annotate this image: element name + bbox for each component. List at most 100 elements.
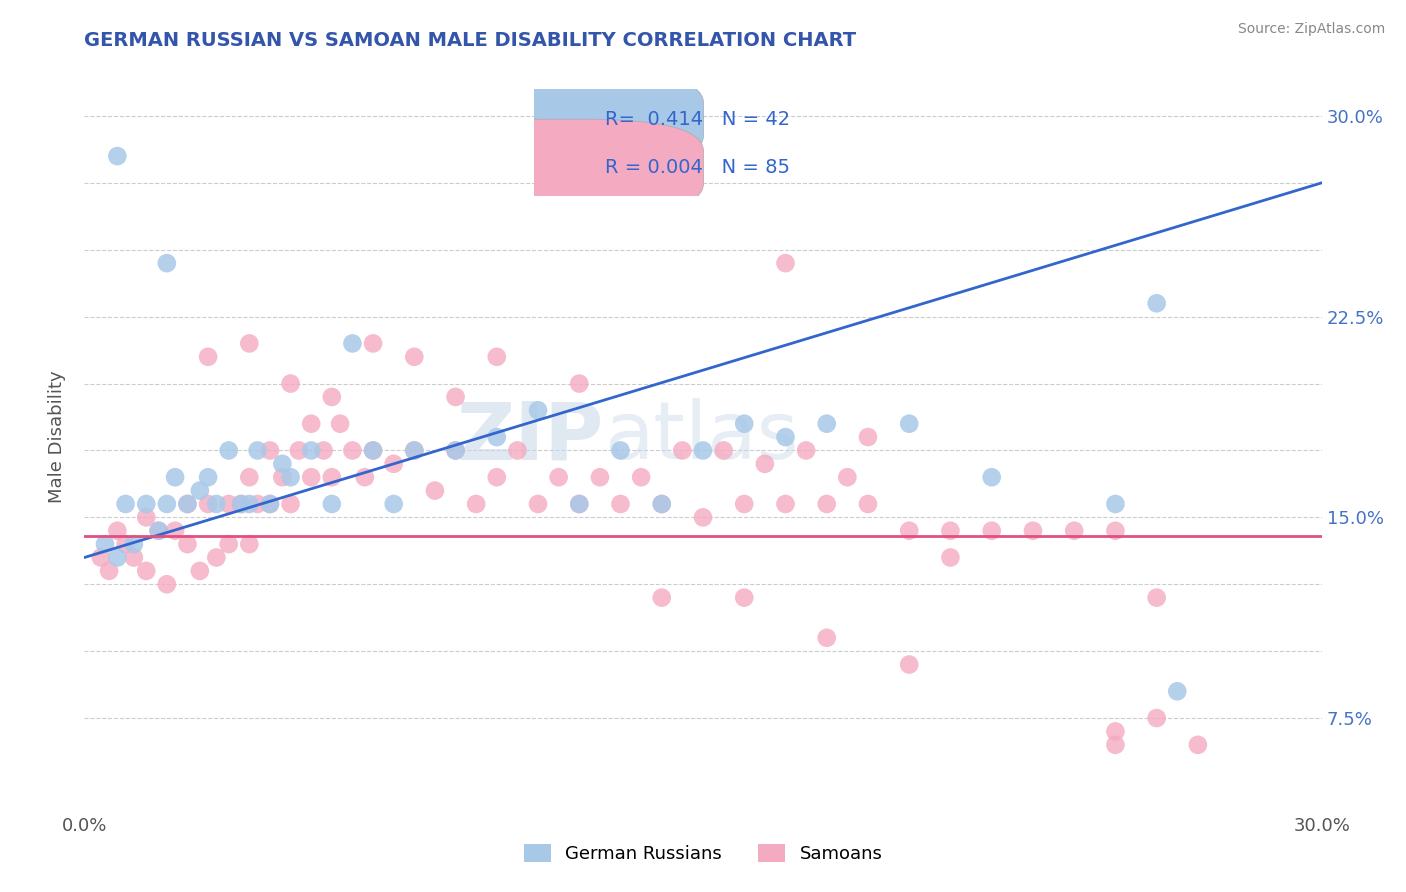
Point	[246, 497, 269, 511]
Point	[444, 443, 467, 458]
Point	[238, 537, 260, 551]
Point	[329, 417, 352, 431]
Point	[218, 443, 240, 458]
Point	[229, 497, 252, 511]
Point	[246, 443, 269, 458]
Point	[259, 497, 281, 511]
Point	[288, 443, 311, 458]
Point	[299, 443, 322, 458]
Point	[404, 350, 426, 364]
Text: ZIP: ZIP	[457, 398, 605, 476]
Point	[165, 470, 187, 484]
Point	[382, 457, 405, 471]
Point	[205, 550, 228, 565]
Point	[312, 443, 335, 458]
Point	[1104, 524, 1126, 538]
Point	[176, 537, 198, 551]
Point	[342, 336, 364, 351]
Point	[815, 417, 838, 431]
Legend: German Russians, Samoans: German Russians, Samoans	[516, 837, 890, 870]
Point	[205, 497, 228, 511]
Point	[775, 497, 797, 511]
Point	[321, 470, 343, 484]
Point	[733, 591, 755, 605]
Point	[837, 470, 859, 484]
Point	[218, 537, 240, 551]
Point	[465, 497, 488, 511]
Point	[156, 577, 179, 591]
Point	[404, 443, 426, 458]
Point	[692, 443, 714, 458]
Point	[547, 470, 569, 484]
FancyBboxPatch shape	[427, 120, 703, 216]
Point	[135, 497, 157, 511]
Point	[444, 390, 467, 404]
Point	[342, 443, 364, 458]
Point	[238, 497, 260, 511]
Point	[651, 497, 673, 511]
Point	[321, 390, 343, 404]
Point	[815, 497, 838, 511]
Point	[1187, 738, 1209, 752]
Point	[609, 497, 631, 511]
Point	[794, 443, 817, 458]
Point	[589, 470, 612, 484]
Point	[485, 350, 508, 364]
Point	[114, 537, 136, 551]
Point	[122, 550, 145, 565]
Point	[754, 457, 776, 471]
Point	[259, 443, 281, 458]
Point	[856, 497, 879, 511]
Point	[188, 564, 211, 578]
Point	[271, 470, 294, 484]
Point	[361, 443, 384, 458]
Point	[156, 256, 179, 270]
Point	[156, 497, 179, 511]
Point	[218, 497, 240, 511]
Text: R = 0.004   N = 85: R = 0.004 N = 85	[605, 158, 790, 177]
Point	[280, 497, 302, 511]
Point	[527, 403, 550, 417]
Point	[651, 591, 673, 605]
Point	[775, 430, 797, 444]
Point	[898, 417, 921, 431]
Point	[856, 430, 879, 444]
Point	[280, 376, 302, 391]
Point	[713, 443, 735, 458]
Point	[135, 510, 157, 524]
Point	[197, 350, 219, 364]
Point	[692, 510, 714, 524]
Point	[114, 497, 136, 511]
Point	[229, 497, 252, 511]
Point	[176, 497, 198, 511]
Point	[188, 483, 211, 498]
Point	[671, 443, 693, 458]
Point	[105, 524, 128, 538]
Point	[733, 497, 755, 511]
Point	[98, 564, 121, 578]
Point	[299, 470, 322, 484]
Point	[238, 470, 260, 484]
Point	[980, 470, 1002, 484]
Point	[1146, 711, 1168, 725]
Point	[361, 336, 384, 351]
Point	[197, 497, 219, 511]
Point	[165, 524, 187, 538]
Point	[733, 417, 755, 431]
Point	[939, 524, 962, 538]
Text: atlas: atlas	[605, 398, 799, 476]
Point	[980, 524, 1002, 538]
Point	[485, 470, 508, 484]
Point	[90, 550, 112, 565]
Point	[775, 256, 797, 270]
Point	[259, 497, 281, 511]
Point	[939, 550, 962, 565]
Point	[609, 443, 631, 458]
Point	[238, 336, 260, 351]
Point	[382, 497, 405, 511]
Point	[506, 443, 529, 458]
Point	[568, 376, 591, 391]
Text: R=  0.414   N = 42: R= 0.414 N = 42	[605, 110, 790, 128]
Point	[404, 443, 426, 458]
Point	[135, 564, 157, 578]
